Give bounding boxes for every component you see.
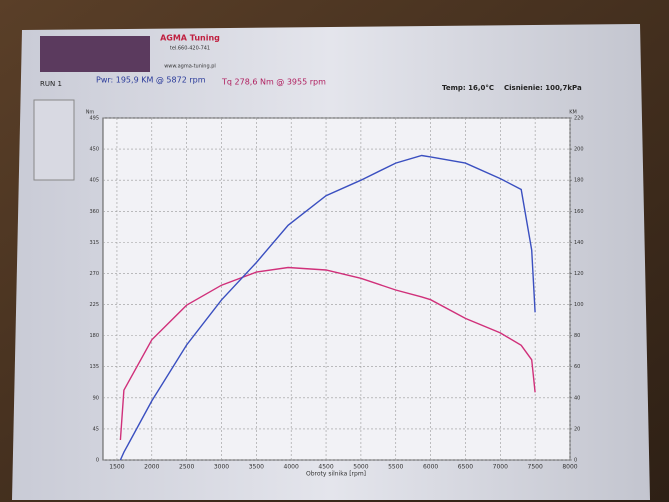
x-tick-label: 7000 xyxy=(493,464,508,471)
x-tick-label: 2000 xyxy=(144,464,159,471)
y2-tick-label: 0 xyxy=(574,458,577,464)
y-tick-label: 495 xyxy=(89,116,99,122)
y2-tick-label: 220 xyxy=(574,116,584,122)
y-tick-label: 450 xyxy=(89,147,99,153)
y-tick-label: 0 xyxy=(96,458,99,464)
y2-tick-label: 20 xyxy=(574,426,580,432)
company: AGMA Tuning xyxy=(160,34,220,43)
y-tick-label: 90 xyxy=(93,395,99,401)
x-tick-label: 3000 xyxy=(214,464,229,471)
power-summary: Pwr: 195,9 KM @ 5872 rpm xyxy=(96,76,206,85)
y2-axis-label: KM xyxy=(569,110,577,116)
y-tick-label: 360 xyxy=(89,209,99,215)
x-tick-label: 4000 xyxy=(284,464,299,471)
curve xyxy=(119,154,536,461)
x-tick-label: 6000 xyxy=(423,464,438,471)
x-tick-label: 3500 xyxy=(249,464,264,471)
x-tick-label: 5500 xyxy=(388,464,403,471)
y2-tick-label: 180 xyxy=(574,178,584,184)
x-tick-label: 6500 xyxy=(458,464,473,471)
x-tick-label: 8000 xyxy=(562,464,577,471)
y-tick-label: 135 xyxy=(89,364,99,370)
plot-area xyxy=(102,117,571,461)
y2-tick-label: 80 xyxy=(574,333,580,339)
y-tick-label: 270 xyxy=(89,271,99,277)
logo xyxy=(40,36,150,72)
website: www.agma-tuning.pl xyxy=(164,64,216,70)
y-axis-label: Nm xyxy=(86,110,95,116)
y2-tick-label: 120 xyxy=(574,271,584,277)
y2-tick-label: 40 xyxy=(574,395,580,401)
y-tick-label: 225 xyxy=(89,302,99,308)
y-tick-label: 405 xyxy=(89,178,99,184)
x-tick-label: 2500 xyxy=(179,464,194,471)
torque-summary: Tq 278,6 Nm @ 3955 rpm xyxy=(221,78,326,87)
temperature: Temp: 16,0°C xyxy=(442,84,494,92)
pressure: Cisnienie: 100,7kPa xyxy=(504,84,582,92)
y2-tick-label: 100 xyxy=(574,302,584,308)
y2-tick-label: 60 xyxy=(574,364,580,370)
run: RUN 1 xyxy=(40,80,62,88)
y-tick-label: 180 xyxy=(89,333,99,339)
y2-tick-label: 140 xyxy=(574,240,584,246)
y-tick-label: 45 xyxy=(93,426,99,432)
x-tick-label: 4500 xyxy=(318,464,333,471)
y2-tick-label: 160 xyxy=(574,209,584,215)
legend-panel xyxy=(33,99,75,181)
phone: tel.660-420-741 xyxy=(170,46,210,52)
x-tick-label: 7500 xyxy=(528,464,543,471)
y2-tick-label: 200 xyxy=(574,147,584,153)
y-tick-label: 315 xyxy=(89,240,99,246)
x-tick-label: 5000 xyxy=(353,464,368,471)
curve xyxy=(119,266,536,441)
x-tick-label: 1500 xyxy=(109,464,124,471)
x-axis-label: Obroty silnika [rpm] xyxy=(306,471,366,478)
